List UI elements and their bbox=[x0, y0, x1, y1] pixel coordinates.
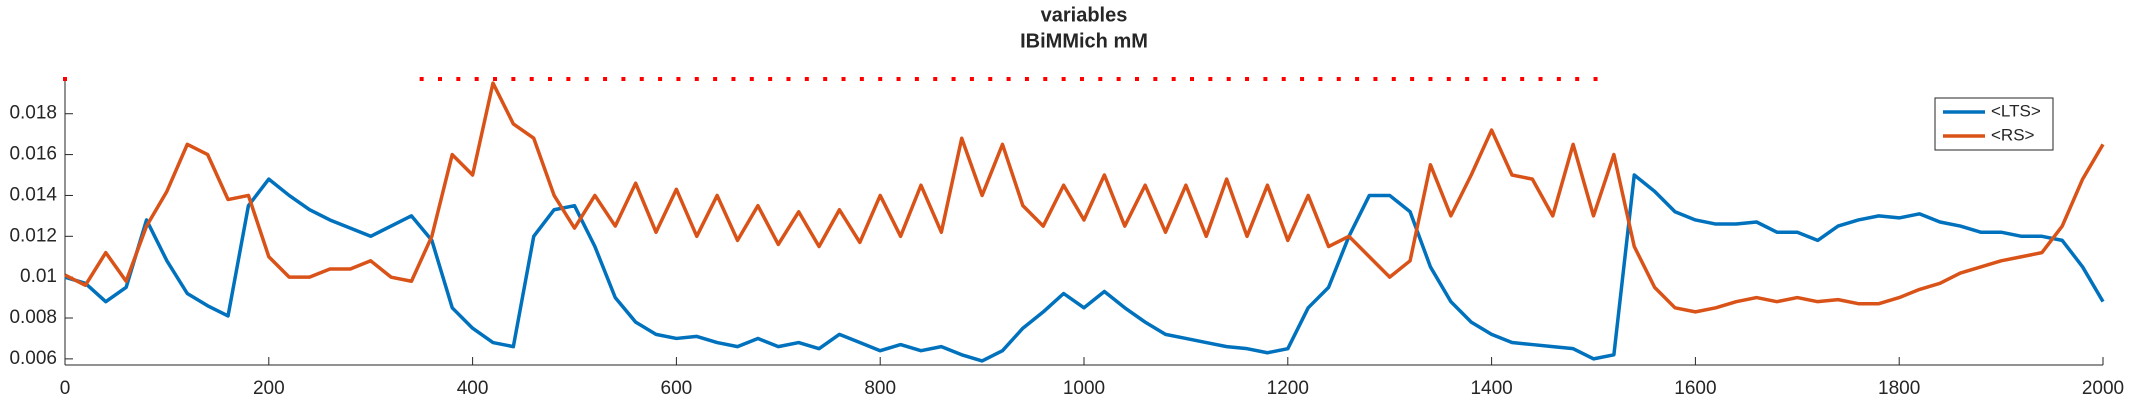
marker-dot bbox=[1208, 77, 1213, 81]
marker-dot bbox=[1300, 77, 1305, 81]
marker-dot bbox=[786, 77, 791, 81]
y-tick-label: 0.008 bbox=[9, 307, 57, 328]
marker-dot bbox=[1355, 77, 1360, 81]
marker-dot bbox=[1043, 77, 1048, 81]
x-tick-label: 200 bbox=[253, 378, 285, 399]
marker-dot bbox=[694, 77, 699, 81]
x-tick-label: 1200 bbox=[1267, 378, 1309, 399]
marker-dot bbox=[437, 77, 442, 81]
x-tick-label: 1600 bbox=[1674, 378, 1716, 399]
marker-dot bbox=[1098, 77, 1103, 81]
legend-label: <LTS> bbox=[1991, 101, 2041, 120]
marker-dot bbox=[823, 77, 828, 81]
marker-dot bbox=[456, 77, 461, 81]
marker-dot bbox=[529, 77, 534, 81]
marker-dot bbox=[1318, 77, 1323, 81]
marker-dot bbox=[566, 77, 571, 81]
marker-dot bbox=[731, 77, 736, 81]
marker-dot bbox=[419, 77, 424, 81]
marker-dot bbox=[511, 77, 516, 81]
marker-dot bbox=[1428, 77, 1433, 81]
marker-dot bbox=[621, 77, 626, 81]
marker-dot bbox=[1538, 77, 1543, 81]
y-tick-label: 0.018 bbox=[9, 103, 57, 124]
marker-dot bbox=[1446, 77, 1451, 81]
marker-dot bbox=[841, 77, 846, 81]
marker-dot bbox=[639, 77, 644, 81]
marker-dot bbox=[1134, 77, 1139, 81]
marker-dot bbox=[1281, 77, 1286, 81]
marker-dot bbox=[1006, 77, 1011, 81]
y-tick-label: 0.014 bbox=[9, 184, 57, 205]
x-tick-label: 800 bbox=[864, 378, 896, 399]
line-series bbox=[64, 81, 2105, 314]
marker-dot bbox=[1263, 77, 1268, 81]
marker-dot bbox=[878, 77, 883, 81]
marker-dot bbox=[1116, 77, 1121, 81]
marker-dot bbox=[713, 77, 718, 81]
marker-dot bbox=[63, 77, 67, 81]
marker-dot bbox=[1556, 77, 1561, 81]
marker-dot bbox=[749, 77, 754, 81]
chart-title: variables bbox=[1041, 4, 1128, 26]
marker-dot bbox=[768, 77, 773, 81]
marker-dot bbox=[1593, 77, 1598, 81]
marker-dot bbox=[1079, 77, 1084, 81]
marker-dot bbox=[1153, 77, 1158, 81]
x-tick-label: 1000 bbox=[1063, 378, 1105, 399]
marker-dot bbox=[969, 77, 974, 81]
line-series bbox=[64, 173, 2105, 363]
marker-dot bbox=[1024, 77, 1029, 81]
chart-subtitle: IBiMMich mM bbox=[1020, 30, 1148, 52]
x-tick-label: 1400 bbox=[1470, 378, 1512, 399]
marker-dot bbox=[914, 77, 919, 81]
marker-dot bbox=[1465, 77, 1470, 81]
marker-dot bbox=[1336, 77, 1341, 81]
marker-dot bbox=[493, 77, 498, 81]
y-tick-label: 0.01 bbox=[20, 266, 57, 287]
y-tick-label: 0.006 bbox=[9, 348, 57, 369]
marker-dot bbox=[603, 77, 608, 81]
marker-dot bbox=[584, 77, 589, 81]
marker-dot bbox=[1501, 77, 1506, 81]
marker-dot bbox=[1061, 77, 1066, 81]
x-tick-label: 0 bbox=[60, 378, 71, 399]
legend-box bbox=[1934, 97, 2054, 151]
x-tick-label: 600 bbox=[661, 378, 693, 399]
marker-dot bbox=[988, 77, 993, 81]
marker-dot bbox=[1483, 77, 1488, 81]
marker-dot bbox=[1410, 77, 1415, 81]
marker-dot bbox=[1245, 77, 1250, 81]
x-tick-label: 1800 bbox=[1878, 378, 1920, 399]
y-tick-label: 0.016 bbox=[9, 144, 57, 165]
marker-dot bbox=[474, 77, 479, 81]
marker-dot bbox=[1171, 77, 1176, 81]
marker-dot bbox=[548, 77, 553, 81]
marker-dot bbox=[1226, 77, 1231, 81]
marker-dot bbox=[933, 77, 938, 81]
marker-dot bbox=[1391, 77, 1396, 81]
marker-dot bbox=[896, 77, 901, 81]
marker-dot bbox=[859, 77, 864, 81]
marker-dot bbox=[658, 77, 663, 81]
y-tick-label: 0.012 bbox=[9, 225, 57, 246]
marker-dot bbox=[951, 77, 956, 81]
marker-dot bbox=[1575, 77, 1580, 81]
x-tick-label: 400 bbox=[457, 378, 489, 399]
marker-dot bbox=[1373, 77, 1378, 81]
marker-dot bbox=[676, 77, 681, 81]
marker-dot bbox=[1190, 77, 1195, 81]
x-tick-label: 2000 bbox=[2082, 378, 2124, 399]
legend-label: <RS> bbox=[1991, 125, 2035, 144]
marker-dot bbox=[804, 77, 809, 81]
marker-dot bbox=[1520, 77, 1525, 81]
